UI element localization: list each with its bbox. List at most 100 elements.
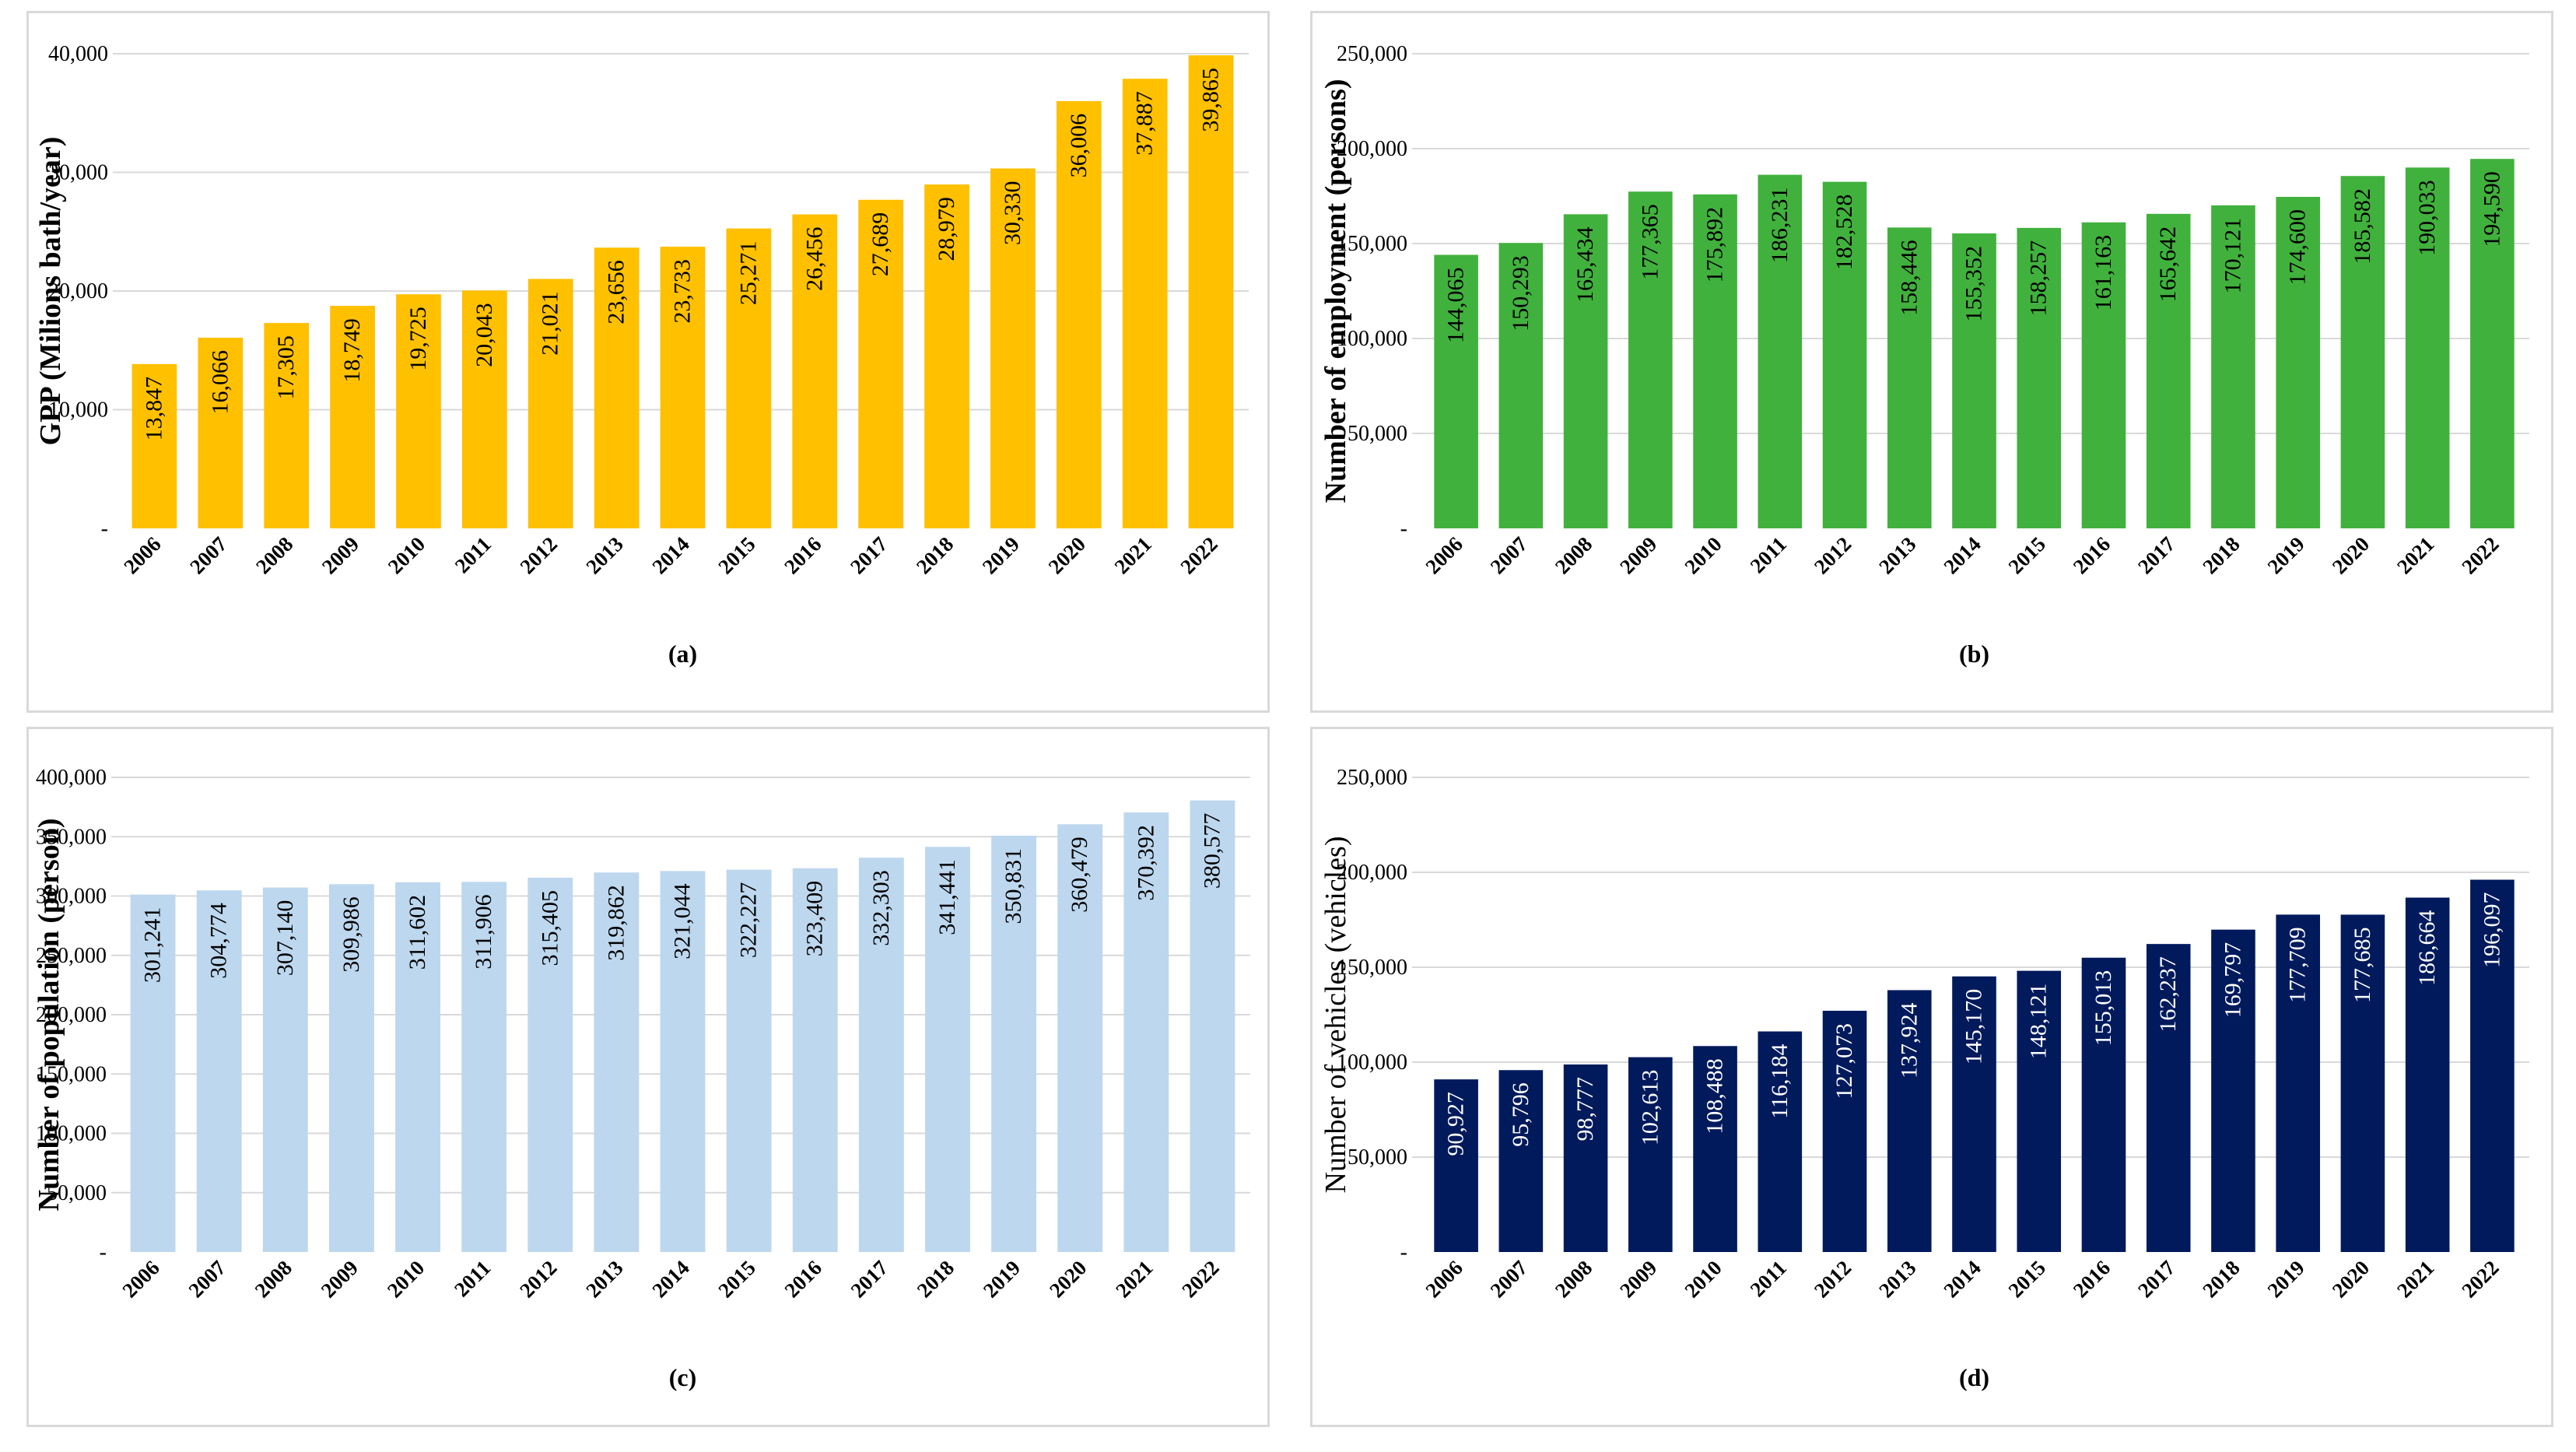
bar-2008 [264,323,310,528]
data-label: 21,021 [538,291,563,356]
panel-caption: (b) [1959,640,1989,668]
bar-2018 [924,184,969,528]
data-label: 19,725 [405,307,431,371]
data-label: 309,986 [338,896,364,972]
x-tick-label: 2006 [1421,532,1467,578]
y-tick-label: 400,000 [36,766,107,790]
bar-2016 [2081,222,2126,528]
x-tick-label: 2012 [1810,1256,1856,1302]
x-tick-label: 2010 [1680,532,1726,578]
y-axis-label: Number of employment (persons) [1320,79,1352,503]
y-tick-label: 150,000 [1337,956,1407,980]
bar-2013 [1887,990,1932,1252]
data-label: 26,456 [801,227,827,292]
data-label: 16,066 [207,350,233,415]
data-label: 18,749 [339,318,365,383]
y-tick-label: 50,000 [1348,1145,1407,1170]
bar-2012 [1822,181,1867,528]
bar-2022 [2470,159,2515,529]
y-axis-label: Number of population (person) [33,819,65,1212]
x-tick-label: 2010 [383,1256,429,1302]
data-label: 13,847 [141,377,166,441]
x-tick-label: 2016 [2069,532,2115,578]
bar-2014 [660,247,706,528]
bar-2007 [198,337,244,528]
data-label: 380,577 [1199,813,1225,889]
y-tick-label: 50,000 [1348,422,1407,446]
bar-2017 [2146,944,2191,1252]
population-bar-chart: - 50,000 100,000 150,000 200,000 250,000 300,0… [33,766,1250,1391]
bar-2011 [1758,1031,1803,1252]
bar-2018 [925,847,970,1252]
x-tick-label: 2022 [2457,532,2503,578]
x-tick-label: 2009 [1615,532,1661,578]
x-tick-label: 2018 [913,1256,959,1302]
bar-2012 [1822,1010,1867,1252]
bar-2008 [1563,214,1608,528]
y-tick-label: 100,000 [36,1122,107,1146]
bar-2007 [1498,243,1544,528]
data-label: 116,184 [1767,1044,1793,1119]
y-tick-label: - [1400,517,1407,541]
x-tick-label: 2006 [119,532,165,578]
y-tick-label: 20,000 [48,279,108,303]
x-tick-label: 2011 [450,532,496,577]
x-tick-label: 2011 [1746,532,1791,577]
y-tick-label: 250,000 [1337,42,1407,66]
x-tick-label: 2014 [1939,532,1985,578]
bar-2010 [395,882,440,1252]
x-tick-label: 2007 [184,1256,230,1302]
x-tick-label: 2014 [647,1256,693,1302]
x-tick-label: 2018 [2198,1256,2244,1302]
x-tick-label: 2013 [581,532,627,578]
x-tick-label: 2008 [251,532,297,578]
y-tick-label: 200,000 [1337,137,1407,161]
panel-caption: (a) [668,640,697,668]
data-label: 194,590 [2479,171,2504,247]
x-tick-label: 2012 [515,1256,561,1302]
x-tick-label: 2017 [846,1256,892,1302]
bar-2009 [330,306,375,528]
data-label: 321,044 [670,883,696,959]
x-tick-label: 2009 [317,532,363,578]
data-label: 311,906 [471,894,496,969]
x-tick-label: 2019 [2263,1256,2309,1302]
data-label: 108,488 [1702,1058,1728,1135]
x-tick-label: 2015 [713,1256,759,1302]
y-tick-label: 300,000 [36,885,107,909]
data-label: 137,924 [1896,1002,1922,1078]
data-label: 30,330 [1000,181,1025,245]
bar-2021 [1123,812,1169,1252]
data-label: 158,257 [2026,240,2052,317]
data-label: 307,140 [272,900,298,977]
data-label: 323,409 [802,881,828,957]
x-tick-label: 2012 [1810,532,1856,578]
bar-2014 [1952,976,1996,1252]
data-label: 175,892 [1702,207,1728,283]
data-label: 165,434 [1572,226,1598,303]
chart-panel-a: - 10,000 20,000 30,000 40,000 13,847 2006 16,06… [26,11,1270,713]
panel-caption: (c) [669,1363,697,1391]
data-label: 36,006 [1066,114,1092,178]
bar-2014 [1952,233,1996,528]
x-tick-label: 2015 [2004,532,2050,578]
x-tick-label: 2009 [317,1256,363,1302]
data-label: 360,479 [1067,836,1092,913]
data-label: 370,392 [1133,825,1158,901]
bar-2008 [262,887,308,1252]
data-label: 186,664 [2414,910,2440,987]
data-label: 350,831 [1001,848,1026,924]
x-tick-label: 2007 [1486,1256,1532,1302]
x-tick-label: 2022 [1176,532,1221,578]
bar-2009 [1628,1057,1673,1252]
data-label: 177,685 [2350,927,2375,1003]
data-label: 174,600 [2285,209,2311,286]
data-label: 27,689 [867,212,893,277]
y-tick-label: 100,000 [1337,1050,1407,1075]
bar-2013 [594,872,640,1252]
bar-2006 [1434,1079,1478,1252]
bar-2007 [1498,1070,1544,1252]
data-label: 150,293 [1508,255,1533,331]
bar-2021 [2405,167,2450,529]
y-tick-label: 10,000 [48,398,108,423]
